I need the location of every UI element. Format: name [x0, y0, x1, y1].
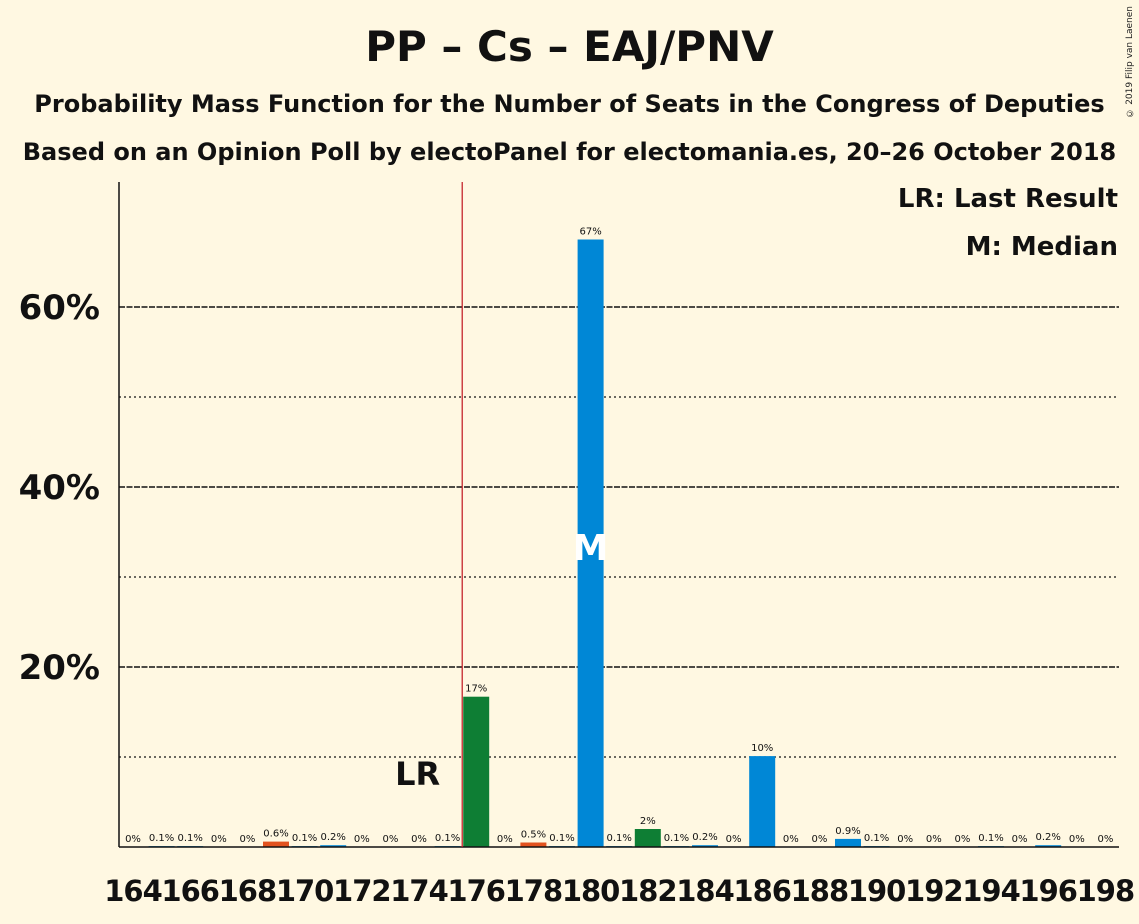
legend-median: M: Median: [965, 232, 1118, 262]
x-tick-label: 184: [676, 874, 734, 908]
data-label-185: 0%: [726, 834, 742, 845]
data-label-169: 0.6%: [263, 829, 288, 840]
bar-176: [463, 696, 490, 847]
bar-series: [148, 239, 1062, 847]
data-label-197: 0%: [1069, 834, 1085, 845]
data-label-183: 0.1%: [664, 833, 689, 844]
data-label-184: 0.2%: [692, 832, 717, 843]
bar-171: [320, 845, 347, 847]
bar-189: [835, 838, 861, 847]
x-tick-label: 192: [905, 874, 963, 908]
x-tick-label: 188: [791, 874, 849, 908]
data-label-177: 0%: [497, 834, 513, 845]
data-labels: 0% 0.1% 0.1% 0% 0% 0.6% 0.1% 0.2% 0% 0% 0% 0.1%17%0…: [125, 227, 1113, 846]
data-label-178: 0.5%: [521, 830, 546, 841]
annotations: LR M: [395, 182, 609, 847]
data-label-167: 0%: [211, 834, 227, 845]
y-tick-label: 40%: [19, 468, 100, 508]
x-tick-label: 194: [962, 874, 1020, 908]
x-tick-label: 180: [562, 874, 620, 908]
x-tick-label: 172: [333, 874, 391, 908]
x-tick-label: 170: [276, 874, 334, 908]
data-label-172: 0%: [354, 834, 370, 845]
data-label-170: 0.1%: [292, 833, 317, 844]
data-label-190: 0.1%: [864, 833, 889, 844]
data-label-189: 0.9%: [835, 826, 860, 837]
data-label-187: 0%: [783, 834, 799, 845]
data-label-164: 0%: [125, 834, 141, 845]
data-label-188: 0%: [811, 834, 827, 845]
data-label-176: 17%: [465, 684, 487, 695]
x-tick-label: 182: [619, 874, 677, 908]
x-tick-label: 190: [848, 874, 906, 908]
x-tick-label: 198: [1077, 874, 1135, 908]
bar-178: [520, 842, 547, 847]
data-label-165: 0.1%: [149, 833, 174, 844]
last-result-marker: LR: [395, 755, 440, 793]
legend-last-result: LR: Last Result: [897, 184, 1118, 214]
data-label-179: 0.1%: [549, 833, 574, 844]
axes: 20%40%60%164 166 168 170 172 174 176 178 180 182 1…: [19, 182, 1135, 908]
data-label-168: 0%: [239, 834, 255, 845]
chart-title: PP – Cs – EAJ/PNV: [365, 22, 774, 71]
y-tick-label: 20%: [19, 648, 100, 688]
x-tick-label: 176: [447, 874, 505, 908]
data-label-173: 0%: [382, 834, 398, 845]
median-marker: M: [573, 528, 609, 569]
data-label-166: 0.1%: [177, 833, 202, 844]
data-label-171: 0.2%: [320, 832, 345, 843]
data-label-193: 0%: [954, 834, 970, 845]
gridlines: [119, 306, 1119, 758]
bar-169: [263, 841, 289, 847]
bar-186: [749, 756, 776, 847]
x-tick-label: 196: [1019, 874, 1077, 908]
data-label-180: 67%: [579, 227, 601, 238]
data-label-192: 0%: [926, 834, 942, 845]
x-tick-label: 166: [161, 874, 219, 908]
data-label-175: 0.1%: [435, 833, 460, 844]
data-label-195: 0%: [1012, 834, 1028, 845]
data-label-191: 0%: [897, 834, 913, 845]
data-label-198: 0%: [1097, 834, 1113, 845]
bar-196: [1035, 845, 1062, 847]
x-tick-label: 174: [390, 874, 448, 908]
bar-182: [634, 829, 661, 847]
data-label-174: 0%: [411, 834, 427, 845]
x-tick-label: 186: [733, 874, 791, 908]
y-tick-label: 60%: [19, 288, 100, 328]
x-tick-label: 178: [505, 874, 563, 908]
x-tick-label: 164: [104, 874, 162, 908]
bar-180: [577, 239, 604, 847]
data-label-181: 0.1%: [606, 833, 631, 844]
data-label-186: 10%: [751, 743, 773, 754]
data-label-182: 2%: [640, 816, 656, 827]
chart-source-line: Based on an Opinion Poll by electoPanel …: [22, 138, 1117, 166]
data-label-196: 0.2%: [1035, 832, 1060, 843]
x-tick-label: 168: [219, 874, 277, 908]
bar-184: [692, 845, 718, 847]
chart-subtitle: Probability Mass Function for the Number…: [34, 90, 1105, 118]
data-label-194: 0.1%: [978, 833, 1003, 844]
